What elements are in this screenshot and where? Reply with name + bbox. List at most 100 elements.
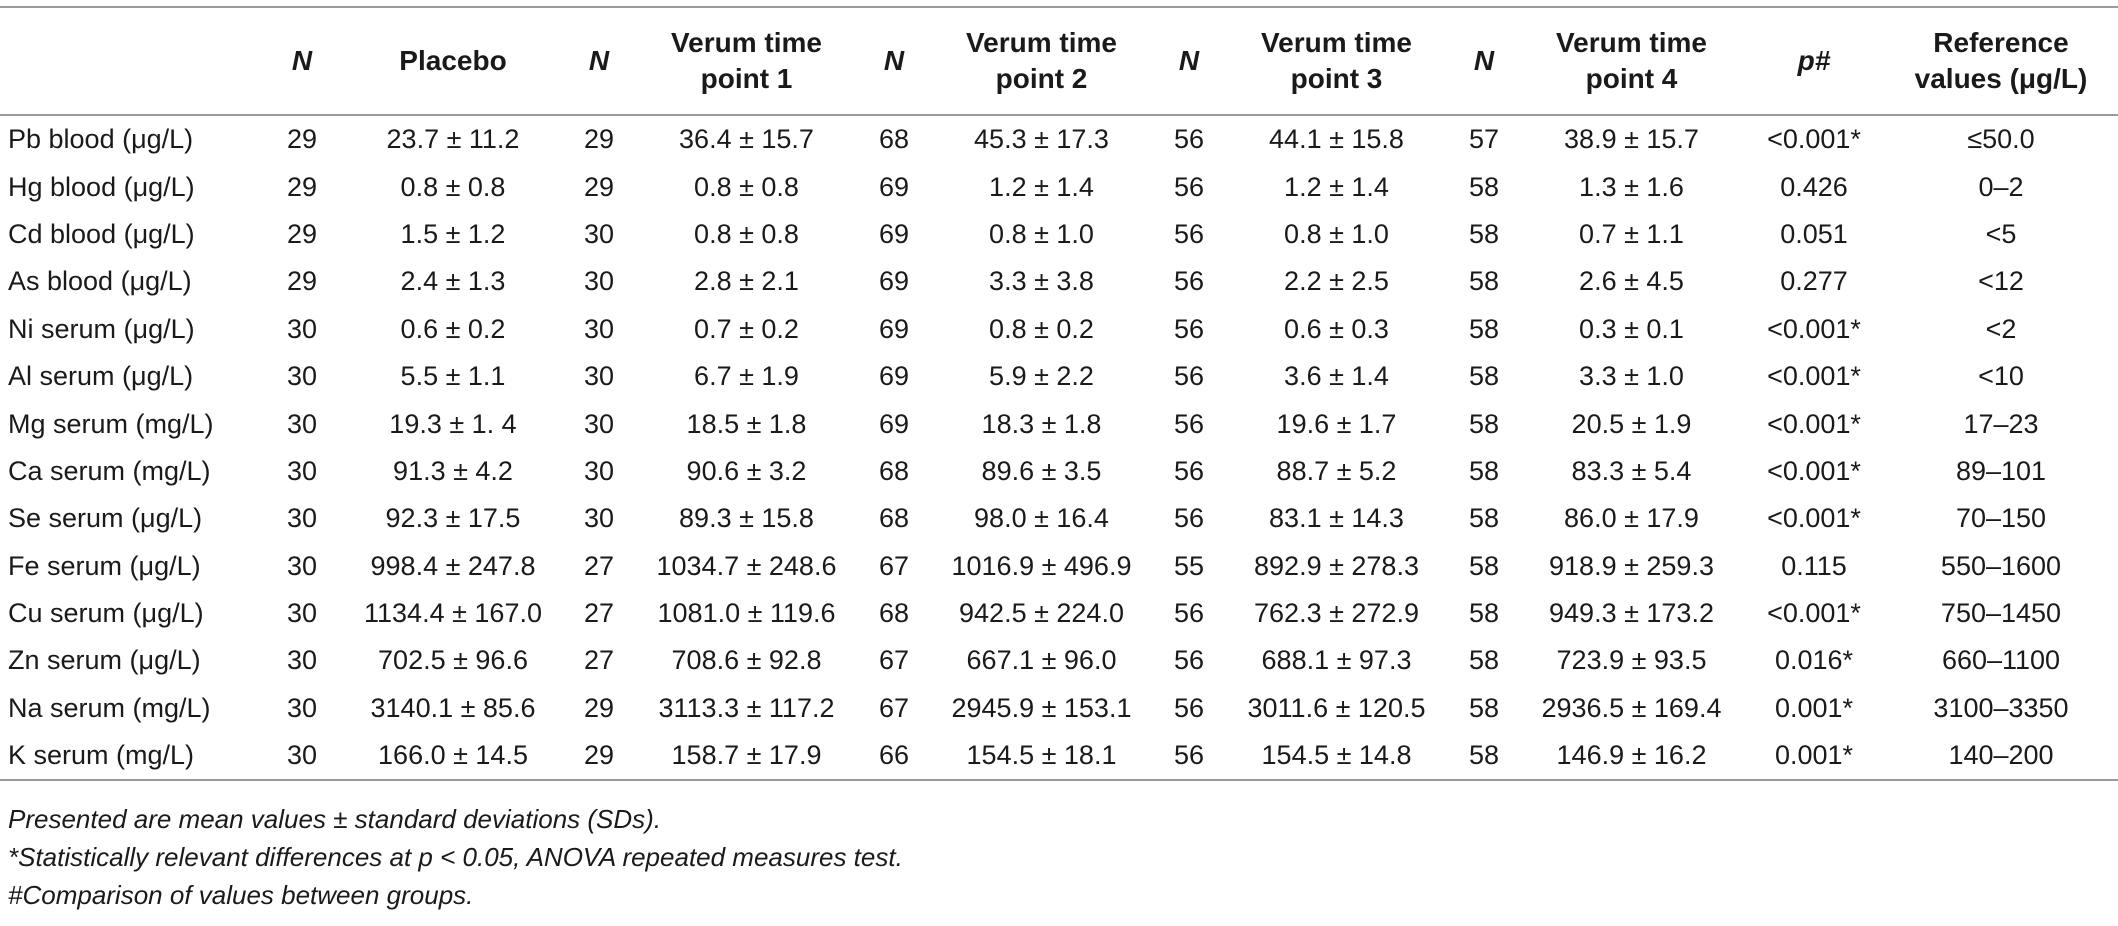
n-verum-1: 30 xyxy=(583,455,615,486)
reference-value: <5 xyxy=(1985,218,2017,249)
verum-1-value: 89.3 ± 15.8 xyxy=(679,503,814,534)
verum-4-value: 83.3 ± 5.4 xyxy=(1571,455,1692,486)
n-verum-3: 56 xyxy=(1173,455,1205,486)
n-placebo: 29 xyxy=(286,171,318,202)
row-label: Pb blood (μg/L) xyxy=(8,124,194,155)
n-verum-4: 58 xyxy=(1468,455,1500,486)
reference-value: <2 xyxy=(1985,313,2017,344)
reference-value: 750–1450 xyxy=(1940,598,2062,629)
table-body: Pb blood (μg/L) 29 23.7 ± 11.2 29 36.4 ± 15.… xyxy=(0,115,2118,781)
n-verum-1: 29 xyxy=(583,740,615,771)
table-row: Pb blood (μg/L) 29 23.7 ± 11.2 29 36.4 ± 15.… xyxy=(0,115,2118,163)
verum-1-value: 0.8 ± 0.8 xyxy=(694,171,799,202)
header-cell-n-verum-1: N xyxy=(588,45,610,76)
verum-2-value: 154.5 ± 18.1 xyxy=(966,740,1117,771)
n-placebo: 29 xyxy=(286,218,318,249)
verum-1-value: 0.8 ± 0.8 xyxy=(694,218,799,249)
n-verum-3: 56 xyxy=(1173,408,1205,439)
table-row: Zn serum (μg/L) 30 702.5 ± 96.6 27 708.6 ± 9… xyxy=(0,637,2118,684)
p-value: <0.001* xyxy=(1767,503,1861,534)
n-verum-2: 68 xyxy=(878,124,910,155)
n-verum-3: 56 xyxy=(1173,171,1205,202)
placebo-value: 0.8 ± 0.8 xyxy=(400,171,506,202)
p-value: 0.001* xyxy=(1774,692,1854,723)
n-verum-3: 56 xyxy=(1173,692,1205,723)
n-verum-3: 56 xyxy=(1173,740,1205,771)
header-cell-n-placebo: N xyxy=(291,45,313,76)
verum-3-value: 3011.6 ± 120.5 xyxy=(1247,692,1426,723)
placebo-value: 92.3 ± 17.5 xyxy=(385,503,521,534)
verum-2-value: 667.1 ± 96.0 xyxy=(966,645,1117,676)
p-value: 0.051 xyxy=(1780,218,1848,249)
verum-2-value: 1.2 ± 1.4 xyxy=(989,171,1094,202)
table-row: As blood (μg/L) 29 2.4 ± 1.3 30 2.8 ± 2.1 69 3… xyxy=(0,258,2118,305)
n-placebo: 30 xyxy=(286,455,318,486)
p-value: 0.115 xyxy=(1781,550,1847,581)
verum-1-value: 36.4 ± 15.7 xyxy=(679,124,814,155)
n-verum-2: 67 xyxy=(878,645,910,676)
verum-1-value: 708.6 ± 92.8 xyxy=(671,645,822,676)
verum-4-value: 2.6 ± 4.5 xyxy=(1579,266,1684,297)
header-cell-verum-3: Verum time point 3 xyxy=(1261,27,1412,94)
table-row: Al serum (μg/L) 30 5.5 ± 1.1 30 6.7 ± 1.9 69 5… xyxy=(0,353,2118,400)
p-value: <0.001* xyxy=(1767,313,1861,344)
n-verum-2: 68 xyxy=(878,503,910,534)
n-verum-2: 68 xyxy=(878,455,910,486)
row-label: As blood (μg/L) xyxy=(8,266,192,297)
n-verum-4: 58 xyxy=(1468,598,1500,629)
n-placebo: 30 xyxy=(286,645,318,676)
header-cell-placebo: Placebo xyxy=(399,45,507,76)
results-table: N Placebo N Verum time point 1 N Verum t… xyxy=(0,6,2118,781)
reference-value: 550–1600 xyxy=(1940,550,2062,581)
header-cell-verum-1: Verum time point 1 xyxy=(671,27,822,94)
verum-4-value: 38.9 ± 15.7 xyxy=(1564,124,1699,155)
verum-1-value: 0.7 ± 0.2 xyxy=(694,313,799,344)
verum-1-value: 90.6 ± 3.2 xyxy=(686,455,807,486)
verum-2-value: 1016.9 ± 496.9 xyxy=(951,550,1132,581)
row-label: Hg blood (μg/L) xyxy=(8,171,195,202)
n-verum-1: 29 xyxy=(583,692,615,723)
row-label: K serum (mg/L) xyxy=(8,740,195,771)
p-value: <0.001* xyxy=(1767,598,1861,629)
header-cell-label xyxy=(0,7,262,115)
verum-1-value: 158.7 ± 17.9 xyxy=(671,740,822,771)
n-verum-1: 30 xyxy=(583,408,615,439)
verum-3-value: 88.7 ± 5.2 xyxy=(1276,455,1397,486)
n-placebo: 30 xyxy=(286,361,318,392)
n-verum-4: 58 xyxy=(1468,645,1500,676)
n-verum-1: 27 xyxy=(583,645,615,676)
n-verum-4: 57 xyxy=(1468,124,1500,155)
placebo-value: 0.6 ± 0.2 xyxy=(400,313,506,344)
verum-4-value: 1.3 ± 1.6 xyxy=(1579,171,1684,202)
verum-1-value: 6.7 ± 1.9 xyxy=(694,361,799,392)
n-verum-1: 29 xyxy=(583,124,615,155)
verum-3-value: 44.1 ± 15.8 xyxy=(1269,124,1404,155)
row-label: Mg serum (mg/L) xyxy=(8,408,214,439)
verum-3-value: 1.2 ± 1.4 xyxy=(1284,171,1389,202)
placebo-value: 91.3 ± 4.2 xyxy=(393,455,513,486)
reference-value: <12 xyxy=(1978,266,2024,297)
n-verum-2: 68 xyxy=(878,598,910,629)
n-verum-1: 27 xyxy=(583,598,615,629)
n-verum-3: 56 xyxy=(1173,266,1205,297)
n-placebo: 30 xyxy=(286,740,318,771)
reference-value: 89–101 xyxy=(1955,455,2047,486)
verum-3-value: 892.9 ± 278.3 xyxy=(1254,550,1419,581)
n-placebo: 29 xyxy=(286,124,318,155)
verum-3-value: 154.5 ± 14.8 xyxy=(1261,740,1412,771)
header-row: N Placebo N Verum time point 1 N Verum t… xyxy=(0,7,2118,115)
header-cell-n-verum-2: N xyxy=(883,45,905,76)
placebo-value: 19.3 ± 1. 4 xyxy=(389,408,517,439)
table-footnotes: Presented are mean values ± standard dev… xyxy=(8,800,2108,914)
n-placebo: 30 xyxy=(286,598,318,629)
n-verum-1: 30 xyxy=(583,503,615,534)
verum-1-value: 3113.3 ± 117.2 xyxy=(658,692,835,723)
row-label: Ni serum (μg/L) xyxy=(8,313,195,344)
n-verum-1: 30 xyxy=(583,266,615,297)
header-cell-p-value: p# xyxy=(1797,45,1831,76)
n-verum-4: 58 xyxy=(1468,503,1500,534)
verum-4-value: 2936.5 ± 169.4 xyxy=(1541,692,1722,723)
verum-4-value: 0.3 ± 0.1 xyxy=(1579,313,1684,344)
footnote-significance: *Statistically relevant differences at p… xyxy=(8,842,903,872)
